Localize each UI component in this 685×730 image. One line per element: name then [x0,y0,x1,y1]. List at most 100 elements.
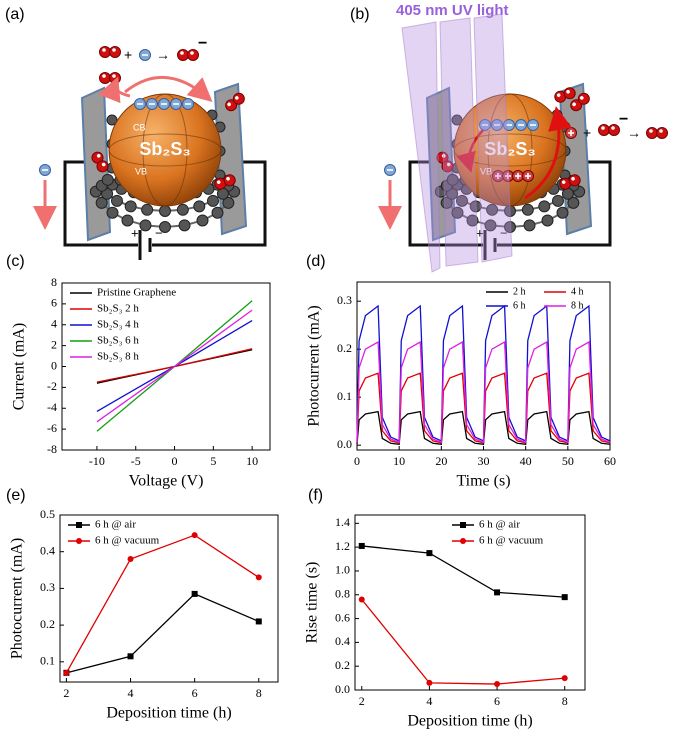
battery-plus: + [476,225,484,240]
panel-label: (a) [5,6,25,23]
series-line [96,309,253,423]
carbon-atom [556,206,569,219]
legend-label: 6 h [513,300,526,311]
circuit-wire [408,160,612,247]
x-tick-label: 30 [478,454,490,468]
y-tick-label: 1.4 [335,515,350,529]
x-tick-label: 4 [128,686,134,700]
highlight [659,129,663,133]
particle-grid [108,133,222,167]
atom [656,127,668,139]
carbon-atom [455,194,468,207]
atom [99,72,111,84]
highlight [101,162,106,167]
y-axis-label: Photocurrent (mA) [306,305,323,426]
transfer-arrow [456,129,484,173]
y-tick-label: 0.2 [337,341,352,355]
series-line [361,599,565,685]
o2-molecule [436,151,454,173]
carbon-atom [110,194,123,207]
o2-molecule [570,92,590,112]
x-axis-label: Deposition time (h) [106,705,231,722]
particle-grid [142,93,188,207]
carbon-atom [451,206,464,219]
carbon-atom [101,173,114,186]
y-tick-label: 0 [51,358,57,372]
legend-label: 6 h @ air [479,519,520,531]
y-axis-label: Photocurrent (mA) [9,538,26,659]
carbon-atom [124,200,137,213]
x-tick-label: -10 [89,454,105,468]
carbon-atom [141,203,154,216]
x-tick-label: 4 [426,694,432,708]
electron [384,164,396,176]
carbon-atom [176,203,189,216]
highlight [112,74,116,78]
o2-molecule [559,174,581,190]
highlight [446,162,451,167]
circuit-wire [63,160,267,247]
marker [127,556,134,563]
hole [522,170,534,182]
highlight [227,102,231,107]
x-tick-label: 0 [172,454,178,468]
legend-label: 6 h @ vacuum [479,535,544,547]
atom [177,49,189,61]
y-tick-label: -4 [47,400,57,414]
legend-label: Sb₂S₃ 6 h [97,335,139,347]
x-tick-label: 2 [63,686,69,700]
particle-grid [453,133,567,167]
atom [608,124,620,136]
x-tick-label: 50 [562,454,574,468]
battery-minus: − [155,225,163,240]
y-tick-label: 2 [51,337,57,351]
y-tick-label: 6 [51,296,57,310]
electron [134,98,146,110]
carbon-atom [538,200,551,213]
x-tick-label: 60 [604,454,616,468]
highlight [649,129,653,133]
panel-label: (e) [6,487,26,504]
marker [191,532,198,539]
carbon-atom [484,219,497,232]
x-axis-label: Deposition time (h) [407,713,532,730]
legend-marker [76,522,82,528]
o2-molecule [214,174,236,190]
series-line [356,410,611,445]
x-tick-label: -5 [131,454,141,468]
y-tick-label: 0.2 [40,617,55,631]
highlight [190,51,194,55]
reaction-plus: + [583,125,591,141]
legend-label: Sb₂S₃ 8 h [97,351,139,363]
reaction-minus: − [198,35,207,52]
electron [39,164,51,176]
electron [170,98,182,110]
carbon-atom [552,194,565,207]
x-tick-label: 8 [256,686,262,700]
highlight [216,180,221,184]
marker [191,590,198,597]
hole [512,170,524,182]
carbon-atom [466,214,479,227]
transfer-arrow [524,106,572,200]
reaction-minus: − [619,111,628,128]
highlight [561,180,566,184]
carbon-atom [139,219,152,232]
atom [109,46,121,58]
o2-molecule [598,124,620,136]
series-line [66,593,260,674]
transfer-arrow [98,76,131,104]
reaction-arrow: → [156,47,170,63]
y-tick-label: 0.0 [337,437,352,451]
legend-marker [76,538,82,544]
legend-label: Sb₂S₃ 2 h [97,303,139,315]
y-tick-label: 0.1 [40,654,55,668]
carbon-atom [207,194,220,207]
y-tick-label: 0.3 [40,580,55,594]
carbon-atom [541,214,554,227]
y-axis-label: Current (mA) [11,323,28,411]
hole [565,127,577,139]
x-tick-label: 8 [562,694,568,708]
light-label: 405 nm UV light [396,2,509,19]
o2-molecule [99,46,121,58]
